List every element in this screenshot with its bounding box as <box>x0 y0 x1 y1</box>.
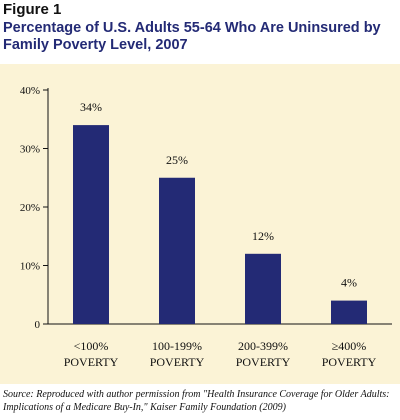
bar-chart: 0 10% 20% 30% 40% 34% 25% 12% 4% <100% POVERTY 10… <box>20 85 392 369</box>
x-tick-label: 200-399% <box>238 339 288 353</box>
y-tick-label: 40% <box>20 85 40 97</box>
bar <box>159 177 195 324</box>
x-tick-label-sub: POVERTY <box>150 355 205 369</box>
y-tick-label: 30% <box>20 144 40 156</box>
x-tick-label-sub: POVERTY <box>236 355 291 369</box>
bar-value-label: 12% <box>252 229 274 243</box>
x-tick-label-sub: POVERTY <box>64 355 119 369</box>
source-note: Source: Reproduced with author permissio… <box>3 389 390 413</box>
y-tick-label: 0 <box>35 319 41 331</box>
bar <box>331 300 367 324</box>
y-tick-label: 20% <box>20 202 40 214</box>
figure-label: Figure 1 <box>3 1 62 18</box>
chart-title: Percentage of U.S. Adults 55-64 Who Are … <box>3 20 381 53</box>
bar-value-label: 34% <box>80 100 102 114</box>
chart-panel: 0 10% 20% 30% 40% 34% 25% 12% 4% <100% POVERTY 10… <box>0 64 400 384</box>
y-tick-label: 10% <box>20 261 40 273</box>
x-tick-label-sub: POVERTY <box>322 355 377 369</box>
x-tick-label: ≥400% <box>332 339 367 353</box>
bar-value-label: 4% <box>341 276 357 290</box>
bar-value-label: 25% <box>166 153 188 167</box>
x-tick-label: <100% <box>74 339 109 353</box>
x-axis-labels: <100% POVERTY 100-199% POVERTY 200-399% POVER… <box>64 339 377 369</box>
bars: 34% 25% 12% 4% <box>73 100 367 324</box>
bar <box>245 253 281 324</box>
x-tick-label: 100-199% <box>152 339 202 353</box>
bar <box>73 125 109 324</box>
